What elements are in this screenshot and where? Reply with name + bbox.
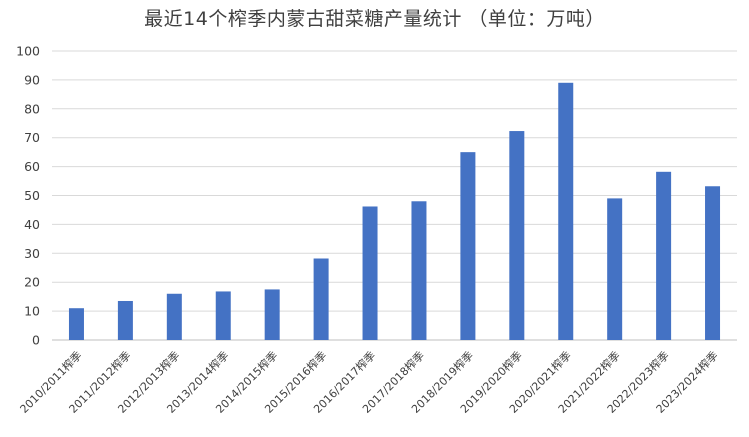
y-tick-label: 50 (24, 188, 40, 203)
bar (460, 152, 476, 340)
bar (362, 206, 378, 340)
y-tick-label: 30 (24, 246, 40, 261)
y-tick-label: 40 (24, 217, 40, 232)
bar (656, 171, 672, 340)
chart-title: 最近14个榨季内蒙古甜菜糖产量统计 （单位：万吨） (144, 8, 605, 30)
bar (264, 289, 280, 340)
bar (607, 198, 623, 340)
y-tick-label: 20 (24, 275, 40, 290)
y-tick-label: 60 (24, 159, 40, 174)
y-tick-label: 70 (24, 130, 40, 145)
bar (411, 201, 427, 340)
bar (705, 186, 721, 340)
y-tick-label: 10 (24, 304, 40, 319)
bar (509, 131, 525, 340)
y-tick-label: 80 (24, 101, 40, 116)
y-tick-label: 100 (16, 44, 40, 59)
bar (68, 308, 84, 340)
y-tick-label: 90 (24, 72, 40, 87)
bar (166, 293, 182, 340)
bar (215, 291, 231, 340)
bar (117, 300, 133, 340)
y-tick-label: 0 (32, 333, 40, 348)
bar (313, 258, 329, 340)
bar (558, 82, 574, 340)
